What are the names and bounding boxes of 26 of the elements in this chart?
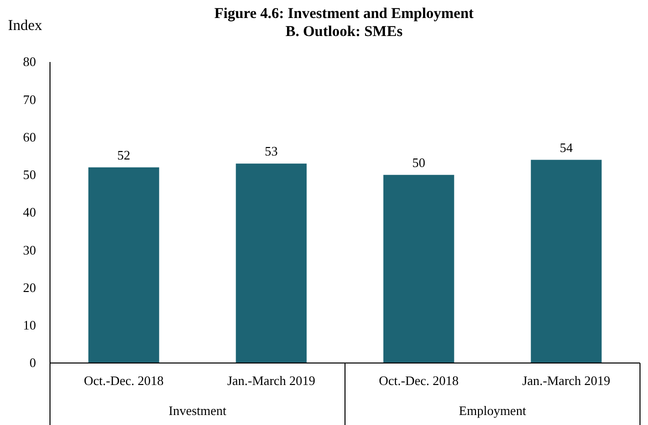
data-label: 53 bbox=[264, 144, 278, 159]
y-tick-label: 10 bbox=[23, 318, 36, 333]
y-tick-label: 50 bbox=[23, 167, 36, 182]
bar bbox=[88, 167, 160, 363]
y-tick-label: 60 bbox=[23, 129, 36, 144]
data-label: 52 bbox=[117, 147, 130, 162]
y-tick-label: 30 bbox=[23, 242, 36, 258]
x-tick-label: Jan.-March 2019 bbox=[227, 373, 316, 388]
y-tick-label: 40 bbox=[23, 204, 36, 220]
text: Investment bbox=[168, 403, 227, 418]
bar bbox=[530, 160, 602, 363]
data-label: 50 bbox=[412, 154, 426, 170]
y-tick-label: 70 bbox=[23, 92, 36, 107]
chart-title: Figure 4.6: Investment and Employment bbox=[214, 6, 474, 22]
x-tick-label: Oct.-Dec. 2018 bbox=[84, 373, 164, 388]
y-axis-title: Index bbox=[8, 18, 43, 34]
chart-subtitle: B. Outlook: SMEs bbox=[285, 24, 403, 40]
bar bbox=[383, 174, 454, 363]
data-label: 54 bbox=[560, 140, 574, 155]
bar bbox=[236, 164, 307, 363]
y-tick-label: 0 bbox=[30, 355, 36, 370]
x-tick-label: Jan.-March 2019 bbox=[522, 373, 610, 388]
text: Employment bbox=[458, 403, 526, 418]
y-tick-label: 80 bbox=[23, 54, 36, 70]
y-tick-label: 20 bbox=[23, 280, 36, 295]
x-tick-label: Oct.-Dec. 2018 bbox=[378, 373, 459, 388]
